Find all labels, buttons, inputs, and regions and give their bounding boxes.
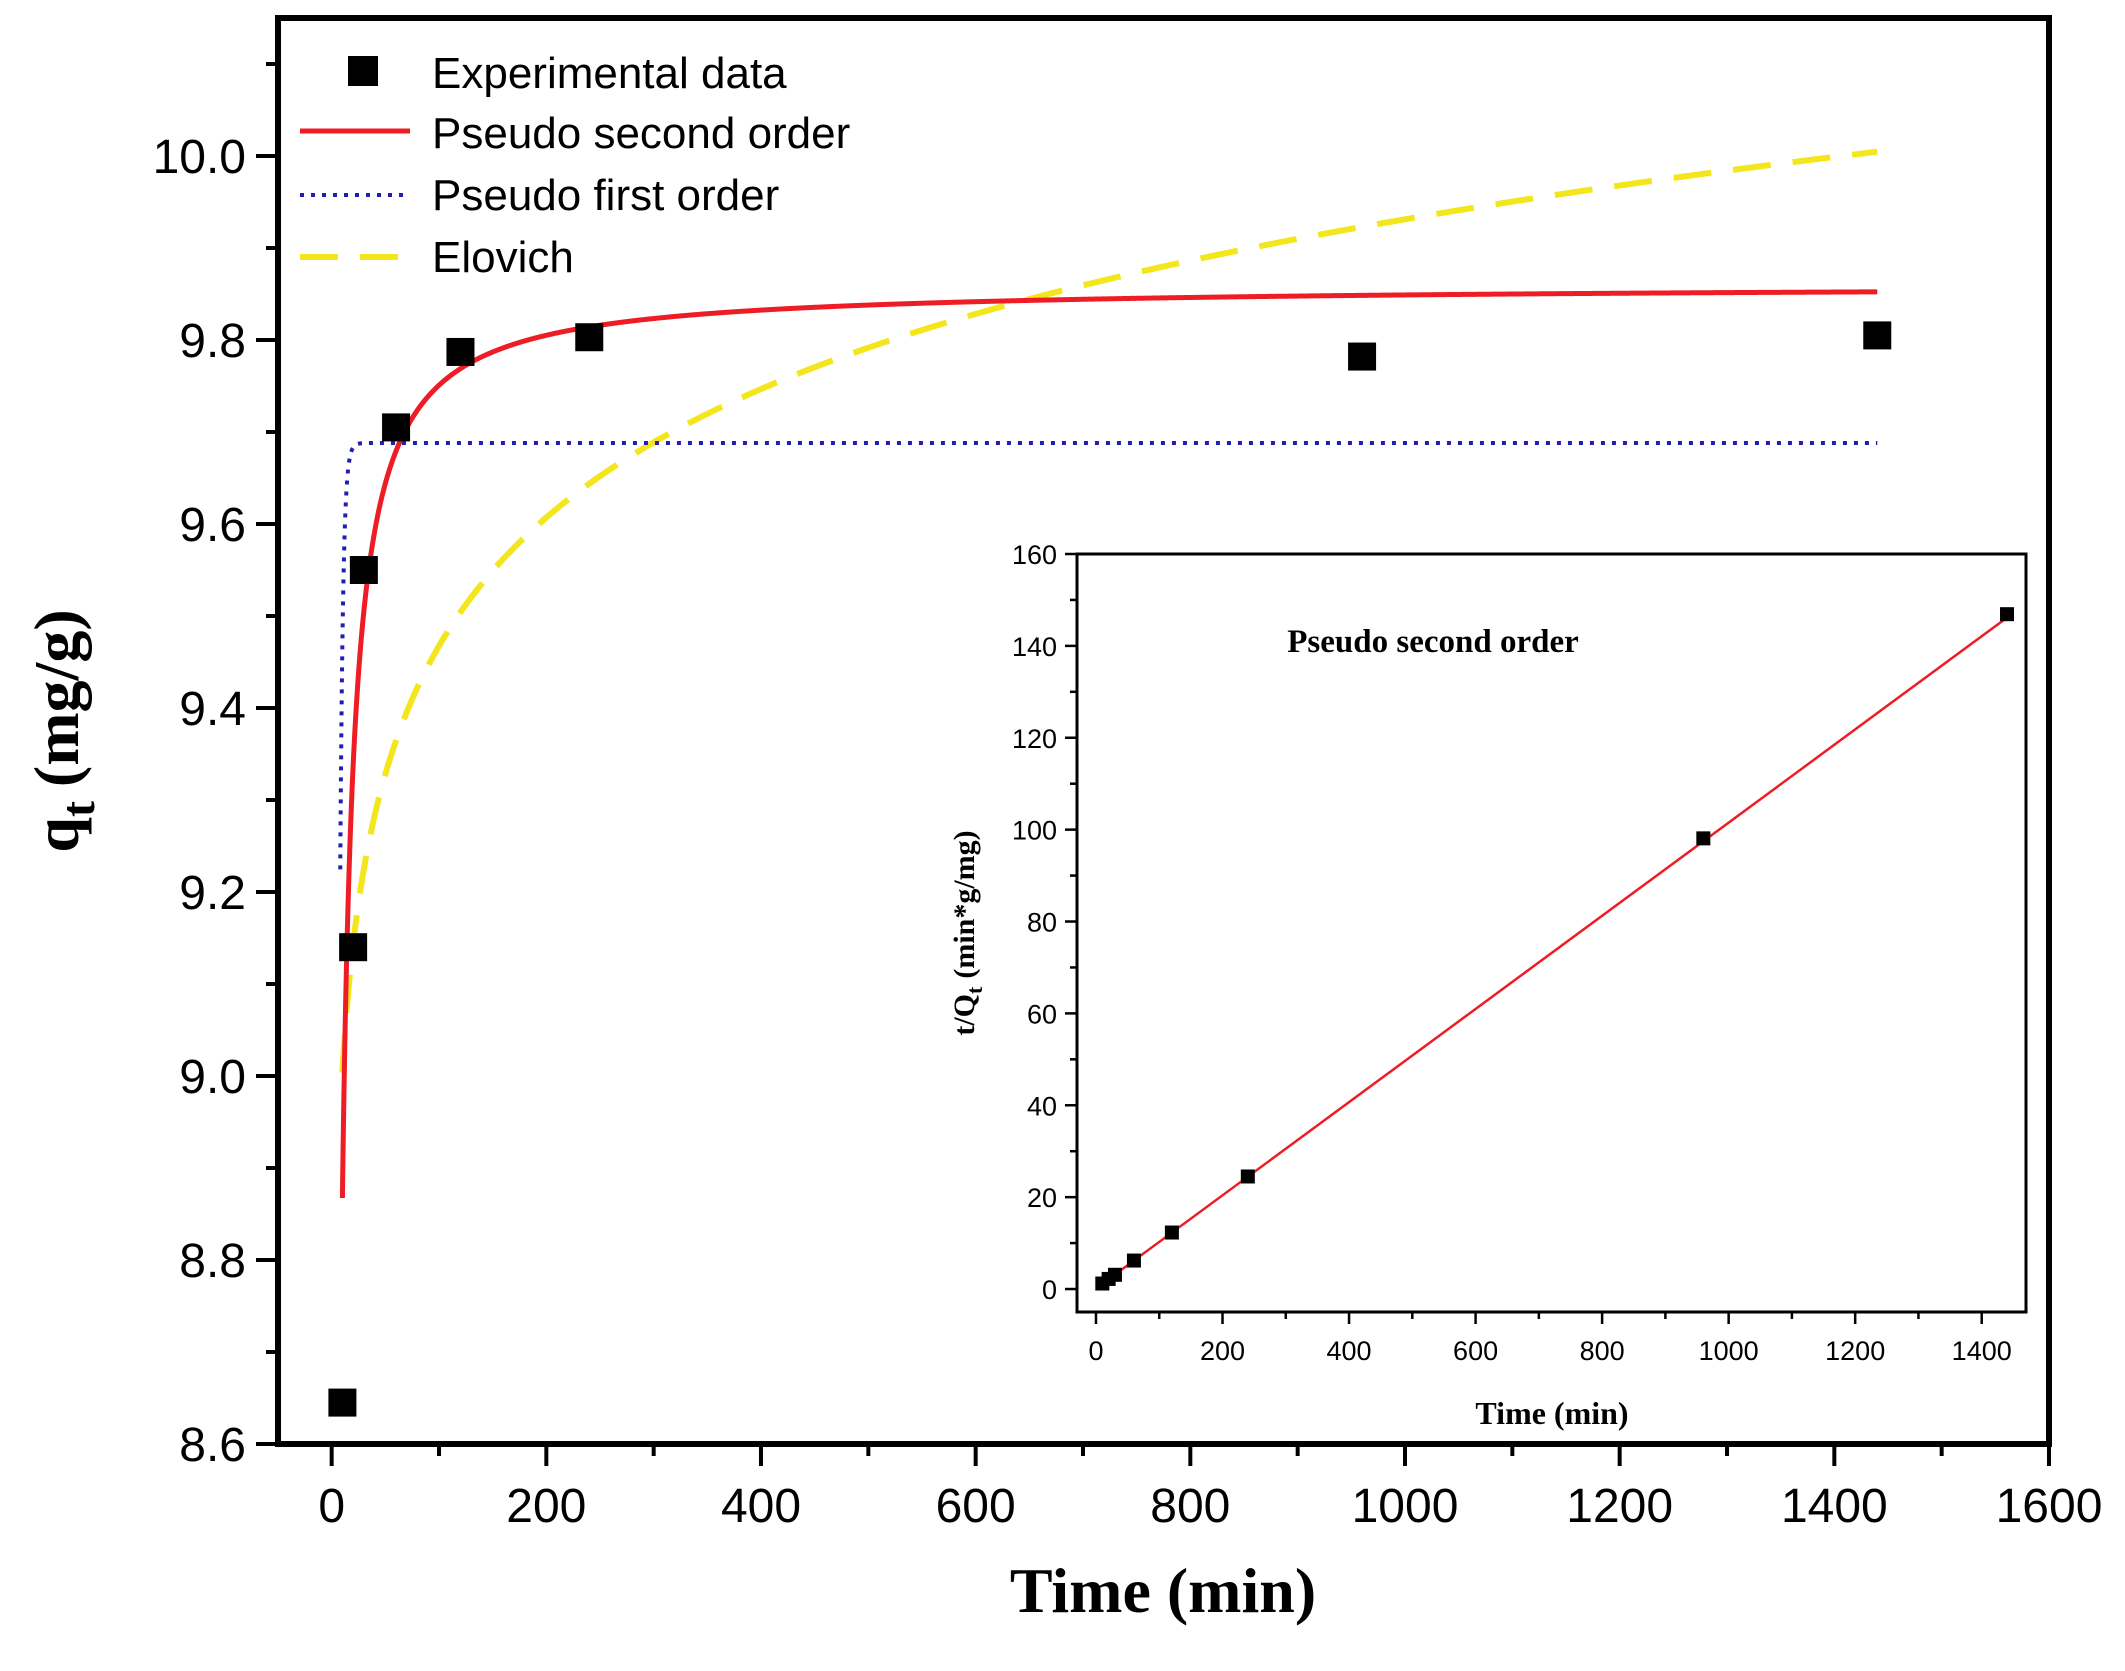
- legend: Experimental data Pseudo second order Ps…: [300, 49, 850, 282]
- main-x-tick-label: 1400: [1781, 1480, 1888, 1533]
- inset-y-tick-label: 0: [1042, 1275, 1057, 1305]
- inset-x-tick-labels: 0 200 400 600 800 1000 1200 1400: [1088, 1336, 2011, 1366]
- inset-data-point: [1696, 831, 1711, 846]
- inset-data-point: [1126, 1253, 1141, 1268]
- elovich-curve: [339, 148, 1878, 1073]
- main-x-axis-title: Time (min): [1010, 1555, 1316, 1626]
- main-y-axis-title-main: q: [21, 817, 92, 853]
- inset-y-tick-label: 20: [1027, 1183, 1057, 1213]
- main-plot-frame: [275, 15, 2052, 1447]
- inset-x-tick-label: 0: [1088, 1336, 1103, 1366]
- main-x-tick-label: 200: [506, 1480, 586, 1533]
- experimental-data-point: [349, 556, 378, 584]
- main-y-tick-label: 9.4: [179, 683, 246, 736]
- experimental-data-point: [328, 1388, 357, 1417]
- main-y-tick-label: 9.2: [179, 867, 246, 920]
- experimental-data-point: [446, 337, 475, 366]
- inset-y-tick-label: 120: [1012, 724, 1057, 754]
- main-x-tick-label: 400: [721, 1480, 801, 1533]
- inset-x-tick-label: 600: [1453, 1336, 1498, 1366]
- main-y-tick-label: 10.0: [153, 131, 246, 184]
- inset-y-axis-title-sub: t: [962, 986, 987, 994]
- inset-x-tick-label: 1000: [1699, 1336, 1759, 1366]
- main-y-tick-label: 9.0: [179, 1051, 246, 1104]
- inset-y-tick-label: 100: [1012, 816, 1057, 846]
- main-x-tick-label: 1200: [1566, 1480, 1673, 1533]
- inset-y-tick-label: 60: [1027, 999, 1057, 1029]
- main-x-tick-label: 1600: [1996, 1480, 2103, 1533]
- inset-x-tick-label: 800: [1580, 1336, 1625, 1366]
- experimental-data-point: [575, 323, 604, 352]
- main-y-tick-label: 8.8: [179, 1235, 246, 1288]
- inset-y-tick-label: 160: [1012, 540, 1057, 570]
- experimental-data-points: [328, 321, 1892, 1417]
- main-y-axis-title-unit: (mg/g): [21, 609, 92, 787]
- main-y-tick-labels: 8.6 8.8 9.0 9.2 9.4 9.6 9.8 10.0: [153, 131, 246, 1472]
- main-y-tick-label: 9.6: [179, 499, 246, 552]
- legend-label-pfo: Pseudo first order: [432, 171, 779, 220]
- experimental-data-point: [339, 933, 368, 962]
- main-x-tick-label: 0: [318, 1480, 345, 1533]
- legend-marker-experimental: [348, 56, 378, 86]
- experimental-data-point: [1348, 342, 1377, 371]
- experimental-data-point: [1863, 321, 1892, 350]
- inset-y-tick-label: 140: [1012, 632, 1057, 662]
- inset-y-axis-title-main: t/Q: [948, 994, 981, 1036]
- main-y-tick-label: 8.6: [179, 1419, 246, 1472]
- inset-x-tick-label: 400: [1327, 1336, 1372, 1366]
- svg-text:qt(mg/g): qt (mg/g): [21, 609, 105, 852]
- main-axis-ticks: [256, 62, 2051, 1466]
- main-x-tick-labels: 0 200 400 600 800 1000 1200 1400 1600: [318, 1480, 2102, 1533]
- inset-y-tick-labels: 0 20 40 60 80 100 120 140 160: [1012, 540, 1057, 1305]
- main-y-axis-title-sub: t: [52, 801, 105, 817]
- inset-x-axis-title: Time (min): [1475, 1395, 1628, 1431]
- inset-data-point: [1240, 1169, 1255, 1184]
- main-y-tick-label: 9.8: [179, 315, 246, 368]
- main-x-tick-label: 600: [936, 1480, 1016, 1533]
- legend-label-pso: Pseudo second order: [432, 109, 850, 158]
- inset-chart: 0 200 400 600 800 1000 1200 1400 0 20 40 60 80 100 12…: [948, 540, 2028, 1431]
- inset-data-point: [2000, 607, 2015, 622]
- inset-axis-ticks: [1065, 552, 1983, 1324]
- pseudo-first-order-curve: [338, 441, 1878, 870]
- inset-title: Pseudo second order: [1287, 624, 1579, 660]
- inset-y-tick-label: 40: [1027, 1091, 1057, 1121]
- inset-x-tick-label: 1200: [1825, 1336, 1885, 1366]
- inset-x-tick-label: 1400: [1952, 1336, 2012, 1366]
- svg-text:t/Qt(min*g/mg): t/Qt (min*g/mg): [948, 830, 987, 1035]
- main-x-tick-label: 1000: [1352, 1480, 1459, 1533]
- main-chart: 0 200 400 600 800 1000 1200 1400 1600 8.68.89.09…: [21, 15, 2102, 1626]
- legend-label-experimental: Experimental data: [432, 49, 787, 98]
- legend-label-elovich: Elovich: [432, 233, 574, 282]
- inset-x-tick-label: 200: [1200, 1336, 1245, 1366]
- experimental-data-point: [382, 413, 411, 442]
- inset-y-tick-label: 80: [1027, 908, 1057, 938]
- inset-data-point: [1164, 1225, 1179, 1240]
- inset-data-point: [1107, 1267, 1122, 1282]
- main-y-axis-title: qt (mg/g): [21, 609, 105, 852]
- inset-y-axis-title: t/Qt (min*g/mg): [948, 830, 987, 1035]
- main-x-tick-label: 800: [1150, 1480, 1230, 1533]
- inset-y-axis-title-unit: (min*g/mg): [948, 830, 981, 978]
- inset-data-points: [1095, 607, 2015, 1291]
